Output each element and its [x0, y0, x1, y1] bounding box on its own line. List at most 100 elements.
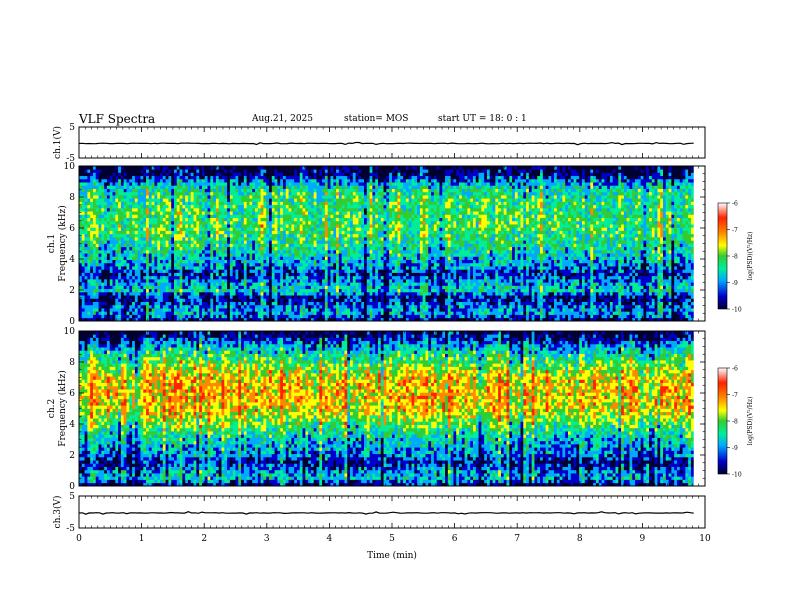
spectrogram-cell	[118, 292, 121, 296]
spectrogram-cell	[146, 172, 149, 176]
spectrogram-cell	[191, 208, 194, 212]
spectrogram-cell	[283, 279, 286, 283]
spectrogram-cell	[118, 295, 121, 299]
spectrogram-cell	[289, 244, 292, 248]
spectrogram-cell	[261, 227, 264, 231]
spectrogram-cell	[263, 221, 266, 225]
spectrogram-cell	[163, 227, 166, 231]
spectrogram-cell	[135, 172, 138, 176]
spectrogram-cell	[101, 224, 104, 228]
spectrogram-cell	[344, 260, 347, 264]
spectrogram-cell	[263, 282, 266, 286]
spectrogram-cell	[305, 292, 308, 296]
spectrogram-cell	[283, 185, 286, 189]
spectrogram-cell	[235, 208, 238, 212]
spectrogram-cell	[272, 192, 275, 196]
spectrogram-cell	[143, 205, 146, 209]
spectrogram-cell	[317, 189, 320, 193]
spectrogram-cell	[308, 295, 311, 299]
spectrogram-cell	[322, 295, 325, 299]
spectrogram-cell	[219, 172, 222, 176]
spectrogram-cell	[224, 295, 227, 299]
spectrogram-cell	[308, 315, 311, 319]
spectrogram-cell	[210, 202, 213, 206]
spectrogram-cell	[255, 292, 258, 296]
spectrogram-cell	[129, 253, 132, 257]
spectrogram-cell	[138, 176, 141, 180]
spectrogram-cell	[99, 256, 102, 260]
spectrogram-cell	[160, 179, 163, 183]
spectrogram-cell	[138, 166, 141, 170]
spectrogram-cell	[191, 198, 194, 202]
spectrogram-cell	[263, 247, 266, 251]
spectrogram-cell	[269, 221, 272, 225]
spectrogram-cell	[322, 263, 325, 267]
spectrogram-cell	[303, 308, 306, 312]
spectrogram-cell	[227, 224, 230, 228]
spectrogram-cell	[252, 295, 255, 299]
spectrogram-cell	[342, 224, 345, 228]
spectrogram-cell	[347, 276, 350, 280]
spectrogram-cell	[222, 211, 225, 215]
spectrogram-cell	[110, 185, 113, 189]
spectrogram-cell	[269, 211, 272, 215]
spectrogram-cell	[149, 302, 152, 306]
spectrogram-cell	[350, 263, 353, 267]
spectrogram-cell	[235, 237, 238, 241]
spectrogram-cell	[87, 260, 90, 264]
spectrogram-cell	[317, 169, 320, 173]
spectrogram-cell	[286, 250, 289, 254]
spectrogram-cell	[303, 298, 306, 302]
spectrogram-cell	[305, 208, 308, 212]
spectrogram-cell	[101, 198, 104, 202]
spectrogram-cell	[177, 195, 180, 199]
spectrogram-cell	[101, 234, 104, 238]
spectrogram-cell	[208, 292, 211, 296]
spectrogram-cell	[263, 253, 266, 257]
spectrogram-cell	[286, 247, 289, 251]
spectrogram-cell	[336, 195, 339, 199]
spectrogram-cell	[174, 224, 177, 228]
spectrogram-cell	[241, 266, 244, 270]
spectrogram-cell	[154, 256, 157, 260]
spectrogram-cell	[208, 185, 211, 189]
spectrogram-cell	[90, 269, 93, 273]
spectrogram-cell	[244, 279, 247, 283]
spectrogram-cell	[300, 285, 303, 289]
spectrogram-cell	[289, 308, 292, 312]
spectrogram-cell	[255, 244, 258, 248]
spectrogram-cell	[297, 172, 300, 176]
spectrogram-cell	[132, 256, 135, 260]
spectrogram-cell	[110, 305, 113, 309]
spectrogram-cell	[317, 263, 320, 267]
spectrogram-cell	[305, 192, 308, 196]
spectrogram-cell	[188, 182, 191, 186]
spectrogram-cell	[85, 237, 88, 241]
spectrogram-cell	[272, 179, 275, 183]
spectrogram-cell	[305, 276, 308, 280]
spectrogram-cell	[157, 298, 160, 302]
spectrogram-cell	[258, 282, 261, 286]
spectrogram-cell	[244, 298, 247, 302]
spectrogram-cell	[283, 295, 286, 299]
spectrogram-cell	[311, 240, 314, 244]
spectrogram-cell	[96, 185, 99, 189]
spectrogram-cell	[277, 279, 280, 283]
spectrogram-cell	[188, 224, 191, 228]
spectrogram-cell	[177, 176, 180, 180]
spectrogram-cell	[277, 240, 280, 244]
spectrogram-cell	[180, 182, 183, 186]
spectrogram-cell	[208, 240, 211, 244]
spectrogram-cell	[138, 211, 141, 215]
spectrogram-cell	[157, 195, 160, 199]
spectrogram-cell	[138, 185, 141, 189]
spectrogram-cell	[283, 172, 286, 176]
spectrogram-cell	[344, 269, 347, 273]
spectrogram-cell	[129, 227, 132, 231]
spectrogram-cell	[227, 247, 230, 251]
spectrogram-cell	[121, 247, 124, 251]
spectrogram-cell	[188, 208, 191, 212]
spectrogram-cell	[317, 266, 320, 270]
spectrogram-cell	[300, 189, 303, 193]
spectrogram-cell	[227, 234, 230, 238]
